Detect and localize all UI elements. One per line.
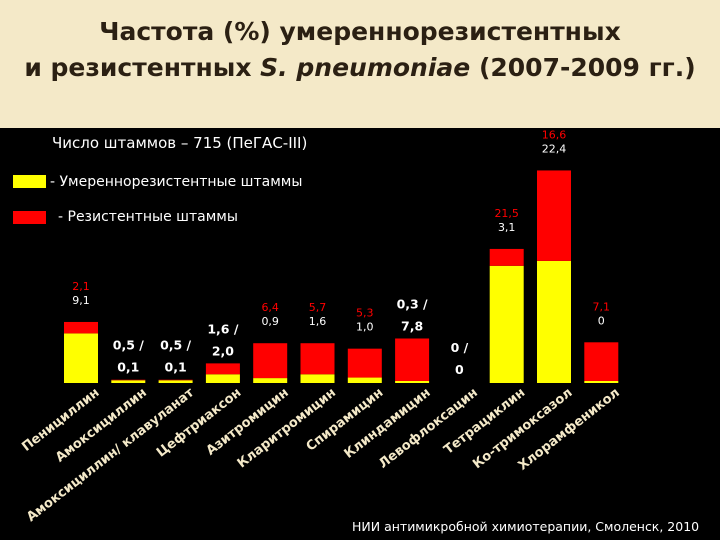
data-label-intermediate-10: 22,4 (542, 142, 567, 155)
title-suffix: (2007-2009 гг.) (470, 53, 696, 82)
category-label-4: Азитромицин (204, 385, 292, 458)
data-label-1-a: 0,5 / (113, 338, 144, 353)
legend-swatch-resistant (13, 211, 46, 224)
data-label-intermediate-6: 1,0 (356, 321, 374, 334)
strain-count: Число штаммов – 715 (ПеГАС-III) (52, 134, 308, 152)
category-label-2: Амоксициллин/ клавуланат (24, 385, 197, 525)
bar-intermediate-9 (489, 265, 524, 383)
bar-resistant-5 (300, 343, 335, 375)
chart-panel (0, 128, 720, 540)
bar-intermediate-4 (253, 378, 288, 383)
bar-intermediate-10 (537, 260, 571, 383)
data-label-intermediate-5: 1,6 (309, 315, 327, 328)
bar-resistant-11 (584, 342, 619, 381)
data-label-intermediate-0: 9,1 (72, 294, 90, 307)
data-label-resistant-10: 16,6 (542, 128, 567, 141)
data-label-resistant-6: 5,3 (356, 307, 374, 320)
legend-label-resistant: - Резистентные штаммы (58, 209, 238, 225)
title-prefix: и резистентных (24, 53, 261, 82)
bar-resistant-7 (395, 338, 430, 381)
bar-resistant-9 (489, 248, 524, 266)
category-label-0: Пенициллин (19, 385, 102, 454)
data-label-3-a: 1,6 / (207, 321, 238, 336)
bar-intermediate-2 (158, 380, 193, 383)
category-label-9: Тетрациклин (441, 385, 528, 457)
data-label-2-a: 0,5 / (160, 338, 191, 353)
bar-resistant-6 (347, 348, 382, 378)
legend-swatch-intermediate (13, 175, 46, 188)
data-label-1-b: 0,1 (117, 360, 139, 375)
title-organism: S. pneumoniae (260, 53, 471, 82)
data-label-2-b: 0,1 (165, 360, 187, 375)
bar-intermediate-1 (111, 380, 146, 383)
bar-intermediate-5 (300, 374, 335, 383)
data-label-3-b: 2,0 (212, 343, 234, 358)
data-label-7-a: 0,3 / (397, 296, 428, 311)
bar-resistant-2 (158, 379, 193, 381)
bar-intermediate-11 (584, 381, 619, 383)
bar-intermediate-7 (395, 381, 430, 383)
data-label-resistant-9: 21,5 (494, 207, 519, 220)
legend-label-intermediate: - Умереннорезистентные штаммы (50, 174, 303, 190)
footer-credit: НИИ антимикробной химиотерапии, Смоленск… (352, 519, 700, 534)
bar-resistant-4 (253, 343, 288, 379)
title-line-2: и резистентных S. pneumoniae (2007-2009 … (0, 50, 720, 86)
bar-intermediate-6 (347, 377, 382, 383)
title-line-1: Частота (%) умереннорезистентных (99, 17, 621, 46)
data-label-intermediate-11: 0 (598, 314, 605, 327)
data-label-intermediate-9: 3,1 (498, 221, 516, 234)
bar-resistant-0 (64, 321, 98, 334)
bar-intermediate-3 (205, 374, 240, 383)
bar-resistant-1 (111, 379, 146, 381)
bar-resistant-3 (205, 363, 240, 375)
data-label-resistant-5: 5,7 (309, 301, 327, 314)
data-label-resistant-11: 7,1 (593, 300, 611, 313)
data-label-resistant-0: 2,1 (72, 280, 90, 293)
data-label-resistant-4: 6,4 (261, 301, 279, 314)
bar-intermediate-0 (64, 333, 98, 383)
category-label-3: Цефтриаксон (154, 385, 244, 460)
data-label-8-a: 0 / (451, 340, 469, 355)
chart-title: Частота (%) умереннорезистентных и резис… (0, 14, 720, 86)
data-label-8-b: 0 (455, 362, 464, 377)
bar-resistant-10 (537, 170, 571, 261)
data-label-intermediate-4: 0,9 (261, 315, 279, 328)
data-label-7-b: 7,8 (401, 318, 423, 333)
